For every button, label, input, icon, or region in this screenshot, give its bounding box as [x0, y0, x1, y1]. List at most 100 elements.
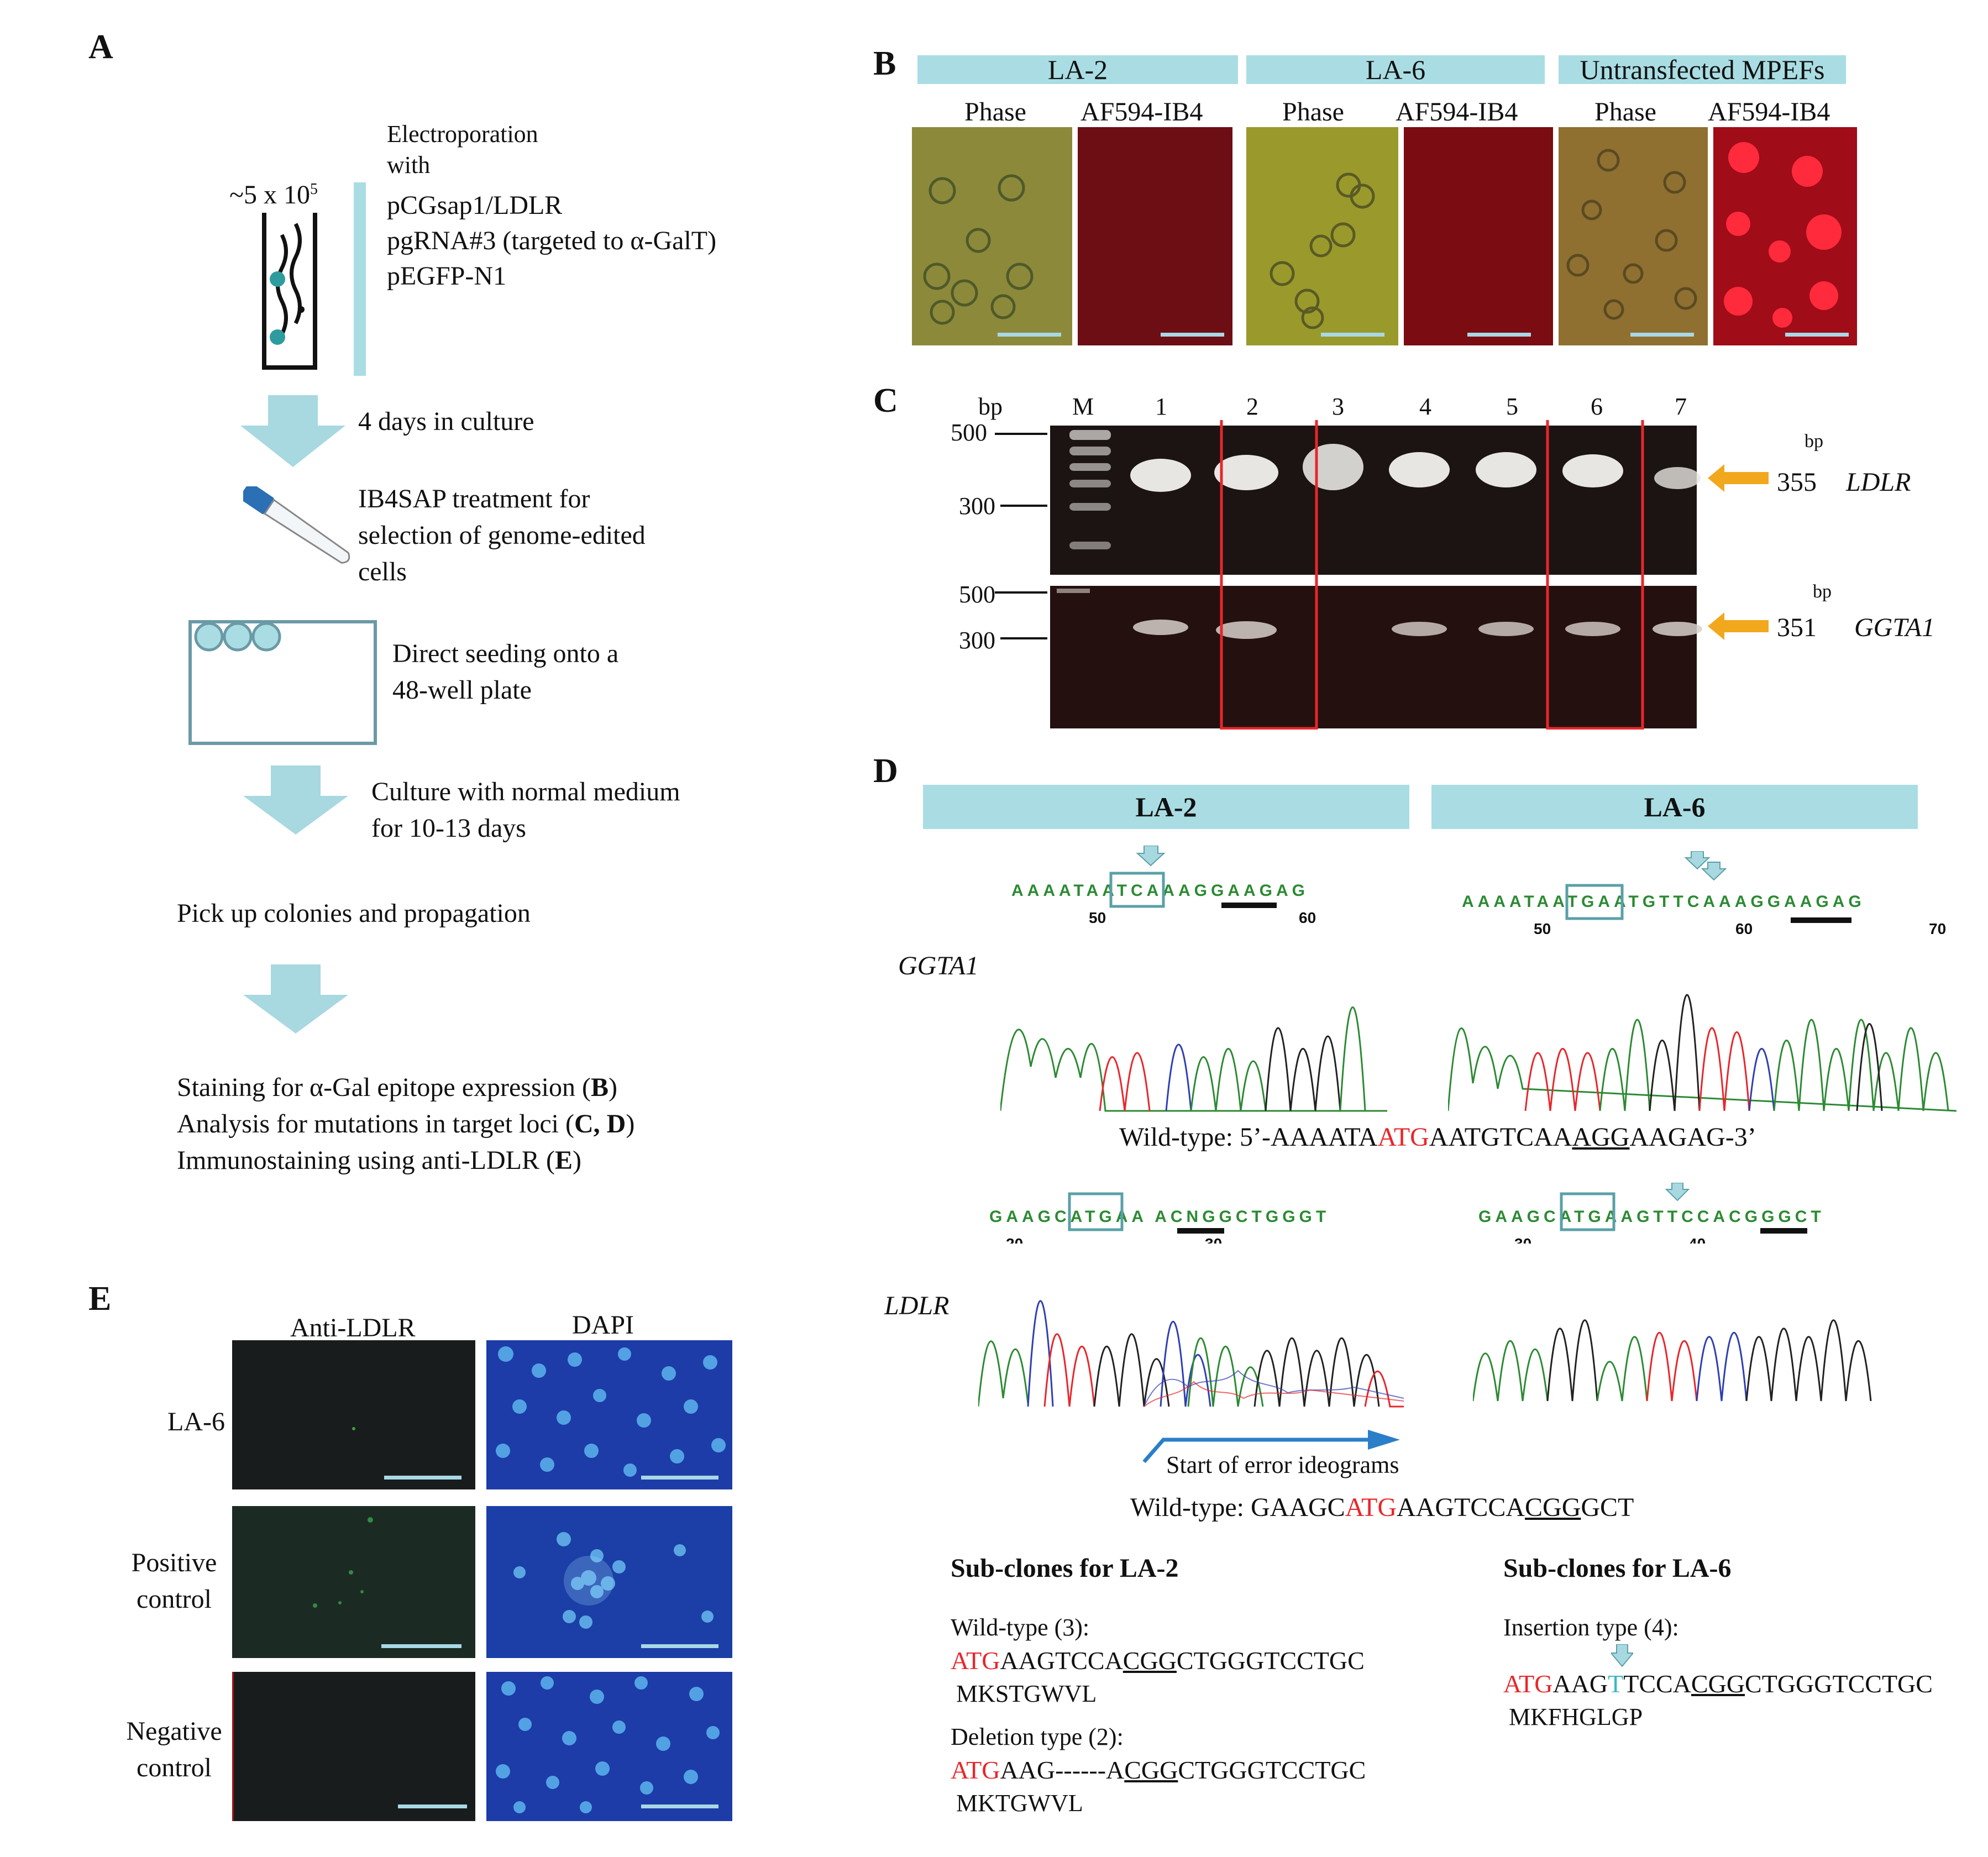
ldlr-la2-basecalls: GAAGCATGAA ACNGGCTGGGT [989, 1208, 1330, 1226]
well-plate-icon [188, 620, 377, 745]
final-step-immunostaining-end: ) [572, 1146, 581, 1175]
micrograph-positive-anti-ldlr [232, 1506, 475, 1658]
lane-m: M [1072, 393, 1094, 420]
step-pickup: Pick up colonies and propagation [177, 899, 531, 928]
final-step-analysis-ref: C, D [574, 1109, 626, 1139]
ggta1-bp-unit: bp [1813, 581, 1832, 602]
final-step-analysis: Analysis for mutations in target loci (C… [177, 1106, 634, 1142]
final-step-analysis-end: ) [626, 1109, 635, 1139]
lane-7: 7 [1675, 393, 1687, 420]
la2-deletion-label: Deletion type (2): [951, 1723, 1124, 1750]
micrograph-la2-af594 [1078, 127, 1232, 345]
la2-wildtype-pam: CGG [1122, 1646, 1177, 1675]
ldlr-wildtype-mid: AAGTCCA [1397, 1493, 1525, 1522]
final-step-immunostaining: Immunostaining using anti-LDLR (E) [177, 1142, 634, 1179]
panel-d-group-la6: LA-6 [1431, 785, 1918, 829]
la2-deletion-seq: ATGAAG------ACGGCTGGGTCCTGC [951, 1754, 1366, 1787]
electroporation-bracket [354, 182, 366, 376]
la2-wildtype-mid: AAGTCCA [1000, 1646, 1123, 1675]
ldlr-la2-chromatogram [978, 1192, 1404, 1409]
panel-b-col-phase-3: Phase [1594, 97, 1656, 127]
lane-3: 3 [1332, 393, 1344, 420]
panel-b-col-af594-2: AF594-IB4 [1396, 97, 1518, 127]
panel-b-group-untransfected: Untransfected MPEFs [1559, 55, 1846, 84]
plasmid-pgrna: pgRNA#3 (targeted to α-GalT) [387, 226, 717, 255]
panel-b-col-phase-1: Phase [964, 97, 1026, 127]
flow-arrow-2 [243, 765, 348, 835]
cuvette-icon [262, 213, 317, 370]
panel-e-row-negative-line-2: control [137, 1753, 212, 1782]
gel-bp-label: bp [978, 393, 1003, 420]
step-medium-line-2: for 10-13 days [371, 814, 526, 843]
micrograph-la6-dapi [486, 1340, 732, 1489]
ldlr-la6-chromatogram [1473, 1183, 1882, 1404]
la2-wildtype-seq: ATGAAGTCCACGGCTGGGTCCTGC [951, 1644, 1366, 1677]
la2-deletion-end: CTGGGTCCTGC [1178, 1756, 1366, 1784]
la2-deletion-protein: MKTGWVL [956, 1790, 1083, 1817]
panel-d-ldlr-label: LDLR [884, 1291, 950, 1320]
final-step-staining-ref: B [590, 1073, 609, 1102]
error-ideogram-arrow [1142, 1430, 1400, 1463]
step-seeding: Direct seeding onto a 48-well plate [392, 636, 618, 709]
gel-bottom-marker-500: 500 [959, 581, 995, 608]
micrograph-untransfected-phase [1559, 127, 1708, 345]
la6-insertion-t: T [1608, 1670, 1624, 1698]
panel-b-col-phase-2: Phase [1282, 97, 1344, 127]
subclones-la2-title: Sub-clones for LA-2 [951, 1554, 1179, 1583]
panel-d-group-la2: LA-2 [923, 785, 1409, 829]
la6-insertion-label: Insertion type (4): [1503, 1614, 1679, 1641]
la6-insertion-protein: MKFHGLGP [1509, 1703, 1643, 1730]
la2-deletion-mid: AAG------A [1000, 1756, 1125, 1784]
ldlr-gene-label: LDLR [1846, 468, 1911, 497]
ggta1-gene-label: GGTA1 [1854, 613, 1935, 642]
ldlr-wildtype-end: GCT [1581, 1493, 1634, 1522]
panel-e-row-positive-line-1: Positive [131, 1548, 217, 1577]
panel-e-row-negative: Negative control [113, 1713, 235, 1786]
micrograph-la6-anti-ldlr [232, 1340, 475, 1489]
tube-icon [243, 486, 350, 564]
ggta1-la6-basecalls: AAAATAATGAATGTTCAAAGGAAGAG [1462, 893, 1865, 911]
panel-label-b: B [873, 45, 896, 82]
step-ib4sap-line-1: IB4SAP treatment for [358, 484, 590, 513]
step-ib4sap: IB4SAP treatment for selection of genome… [358, 481, 646, 590]
gel-top-marker-300: 300 [959, 492, 995, 520]
panel-e-row-la6: LA-6 [152, 1407, 240, 1437]
final-step-immunostaining-text: Immunostaining using anti-LDLR ( [177, 1146, 555, 1175]
cell-count-exponent: 5 [310, 181, 318, 198]
la2-wildtype-label: Wild-type (3): [951, 1614, 1090, 1641]
ggta1-band-arrow [1708, 612, 1769, 640]
la6-insertion-end: CTGGGTCCTGC [1745, 1670, 1933, 1698]
ggta1-wildtype-atg: ATG [1377, 1122, 1429, 1152]
lane-4: 4 [1419, 393, 1431, 420]
final-steps: Staining for α-Gal epitope expression (B… [177, 1069, 634, 1179]
step-seeding-line-2: 48-well plate [392, 675, 532, 705]
la6-insertion-mid: TCCA [1623, 1670, 1691, 1698]
ggta1-wildtype-prefix: Wild-type: 5’-AAAATA [1119, 1122, 1378, 1152]
panel-label-d: D [873, 752, 898, 790]
ggta1-wildtype: Wild-type: 5’-AAAATAATGAATGTCAAAGGAAGAG-… [1119, 1122, 1756, 1152]
la6-insertion-pam: CGG [1691, 1670, 1745, 1698]
panel-e-col-anti-ldlr: Anti-LDLR [290, 1313, 416, 1342]
step-culture: 4 days in culture [358, 407, 534, 436]
final-step-immunostaining-ref: E [554, 1146, 573, 1175]
plasmid-ldlr: pCGsap1/LDLR [387, 191, 563, 220]
subclones-la6-list: Insertion type (4): ATGAAGTTCCACGGCTGGGT… [1503, 1611, 1933, 1734]
panel-b-group-la6: LA-6 [1246, 55, 1545, 84]
ldlr-la6-basecalls: GAAGCATGAAGTTCCACGGGCT [1478, 1208, 1825, 1226]
micrograph-positive-dapi [486, 1506, 732, 1658]
micrograph-la2-phase [912, 127, 1072, 345]
step-ib4sap-line-2: selection of genome-edited [358, 521, 646, 550]
micrograph-negative-anti-ldlr [232, 1672, 475, 1821]
electroporation-header: Electroporation with [387, 119, 538, 181]
ldlr-bp-unit: bp [1805, 431, 1823, 452]
gel-bottom-marker-300: 300 [959, 627, 995, 654]
lane-1: 1 [1155, 393, 1167, 420]
panel-label-c: C [873, 382, 898, 419]
micrograph-la6-af594 [1404, 127, 1553, 345]
plasmid-list: pCGsap1/LDLR pgRNA#3 (targeted to α-GalT… [387, 188, 716, 294]
micrograph-la6-phase [1246, 127, 1398, 345]
cell-count-text: ~5 x 10 [229, 180, 310, 209]
electroporation-line-2: with [387, 151, 431, 179]
ggta1-la6-chromatogram [1448, 851, 1956, 1116]
